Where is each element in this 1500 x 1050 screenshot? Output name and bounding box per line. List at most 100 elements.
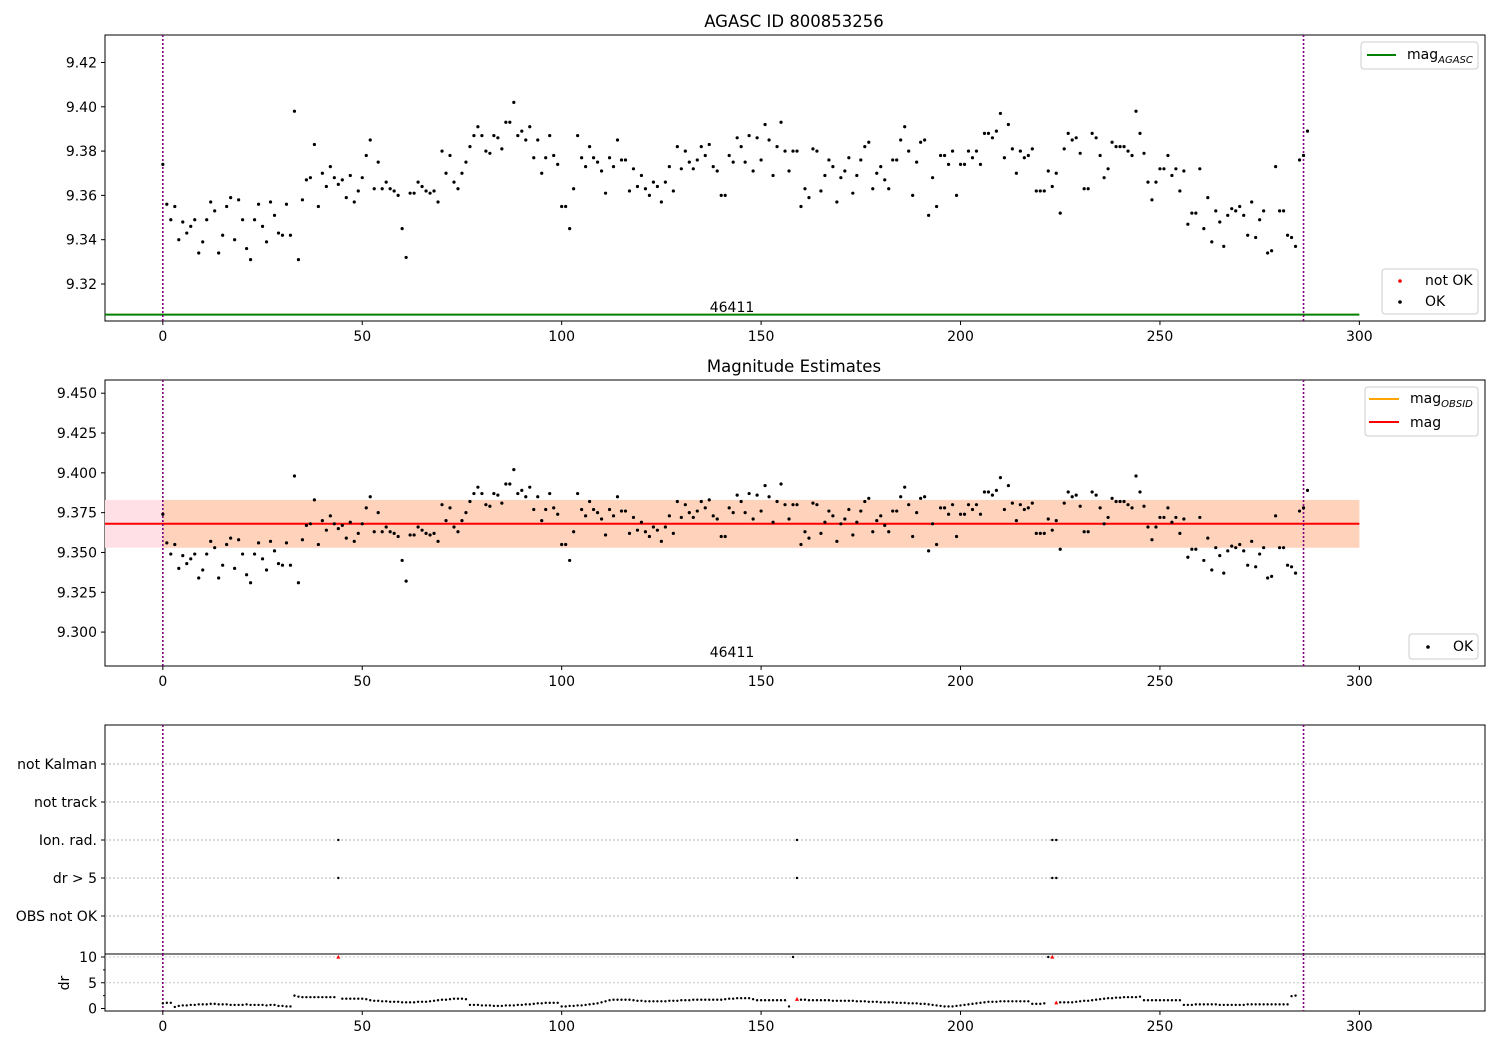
mag-point: [1078, 504, 1082, 508]
dr-point: [524, 1003, 527, 1006]
dr-point: [1282, 1003, 1285, 1006]
dr-point: [1286, 1003, 1289, 1006]
mag-point: [221, 233, 225, 237]
mag-point: [779, 120, 783, 124]
mag-point: [1186, 555, 1190, 559]
x-tick-label: 150: [748, 674, 775, 690]
mag-point: [225, 204, 229, 209]
mag-point: [1106, 167, 1110, 171]
dr-point: [424, 1000, 428, 1004]
mag-point: [1106, 515, 1110, 520]
mag-point: [1034, 189, 1038, 193]
mag-point: [312, 142, 316, 147]
mag-point: [456, 187, 460, 191]
x-tick-label: 0: [158, 674, 167, 690]
mag-point: [233, 238, 237, 242]
mag-point: [934, 204, 939, 209]
dr-point: [396, 1000, 400, 1004]
mag-point: [384, 180, 388, 184]
dr-point: [708, 998, 711, 1001]
mag-point: [1054, 171, 1058, 175]
mag-point: [280, 233, 285, 237]
flag-label: Ion. rad.: [39, 833, 97, 849]
mag-point: [348, 520, 352, 524]
dr-point: [931, 1003, 934, 1007]
mag-point: [169, 218, 173, 222]
mag-point: [352, 539, 356, 543]
mag-point: [731, 160, 735, 164]
mag-point: [316, 542, 320, 547]
dr-point: [855, 1000, 859, 1003]
dr-point: [1146, 999, 1150, 1002]
dr-point: [979, 1001, 982, 1005]
dr-point: [879, 1001, 882, 1004]
dr-point: [799, 998, 803, 1001]
y-tick-label: 9.34: [66, 233, 97, 249]
dr-point: [1039, 1002, 1042, 1006]
dr-outlier-point: [794, 996, 799, 1001]
x-tick-label: 250: [1147, 1019, 1174, 1035]
dr-point: [1063, 1001, 1066, 1004]
legend-ok-label: OK: [1425, 294, 1446, 310]
mag-point: [679, 515, 683, 520]
mag-point: [1301, 506, 1306, 510]
panel1-legend-top[interactable]: magAGASC: [1360, 41, 1479, 70]
mag-point: [1186, 222, 1190, 226]
panel1-legend-bottom[interactable]: not OK OK: [1381, 268, 1479, 315]
panel2-legend-top[interactable]: magOBSID mag: [1364, 386, 1479, 437]
mag-point: [213, 209, 217, 213]
mag-point: [899, 138, 903, 142]
mag-point: [783, 149, 787, 153]
mag-point: [695, 158, 699, 162]
mag-point: [201, 240, 205, 244]
x-tick-label: 300: [1346, 674, 1373, 690]
mag-point: [707, 142, 711, 147]
dr-point: [755, 999, 759, 1002]
mag-point: [177, 238, 181, 242]
dr-point: [1114, 996, 1118, 999]
mag-point: [556, 512, 560, 516]
mag-point: [1118, 499, 1122, 504]
mag-point: [428, 191, 432, 195]
mag-point: [1074, 136, 1078, 140]
dr-point: [779, 999, 783, 1002]
dr-point: [428, 1000, 432, 1003]
mag-point: [978, 162, 983, 166]
mag-point: [436, 539, 440, 543]
mag-point: [811, 147, 815, 151]
mag-point: [336, 182, 340, 186]
panel1-frame: [104, 34, 1486, 322]
mag-point: [982, 490, 987, 494]
dr-point: [883, 1001, 886, 1004]
dr-point: [468, 1003, 472, 1007]
mag-point: [564, 542, 568, 547]
mag-point: [392, 531, 396, 535]
dr-point: [1258, 1003, 1261, 1006]
mag-point: [623, 509, 628, 513]
dr-point: [971, 1002, 974, 1006]
mag-point: [699, 499, 703, 504]
dr-point: [739, 997, 743, 1000]
mag-point: [1090, 131, 1094, 135]
x-tick-label: 250: [1147, 674, 1174, 690]
dr-point: [357, 997, 360, 1000]
mag-point: [1102, 176, 1106, 180]
mag-point: [193, 552, 197, 556]
mag-point: [823, 520, 827, 524]
mag-point: [408, 191, 412, 195]
dr-point: [1078, 1000, 1082, 1003]
dr-point: [380, 1000, 384, 1003]
mag-point: [360, 522, 364, 526]
dr-point: [823, 999, 827, 1002]
mag-point: [715, 517, 719, 521]
mag-point: [835, 200, 839, 204]
mag-point: [1130, 506, 1134, 510]
dr-point: [1130, 995, 1134, 999]
dr-point: [201, 1003, 204, 1006]
mag-point: [229, 536, 233, 540]
panel2-legend-bottom[interactable]: OK: [1408, 633, 1479, 660]
x-tick-label: 100: [548, 674, 575, 690]
dr-point: [664, 1000, 667, 1003]
mag-point: [863, 145, 867, 149]
dr-point: [436, 999, 440, 1002]
